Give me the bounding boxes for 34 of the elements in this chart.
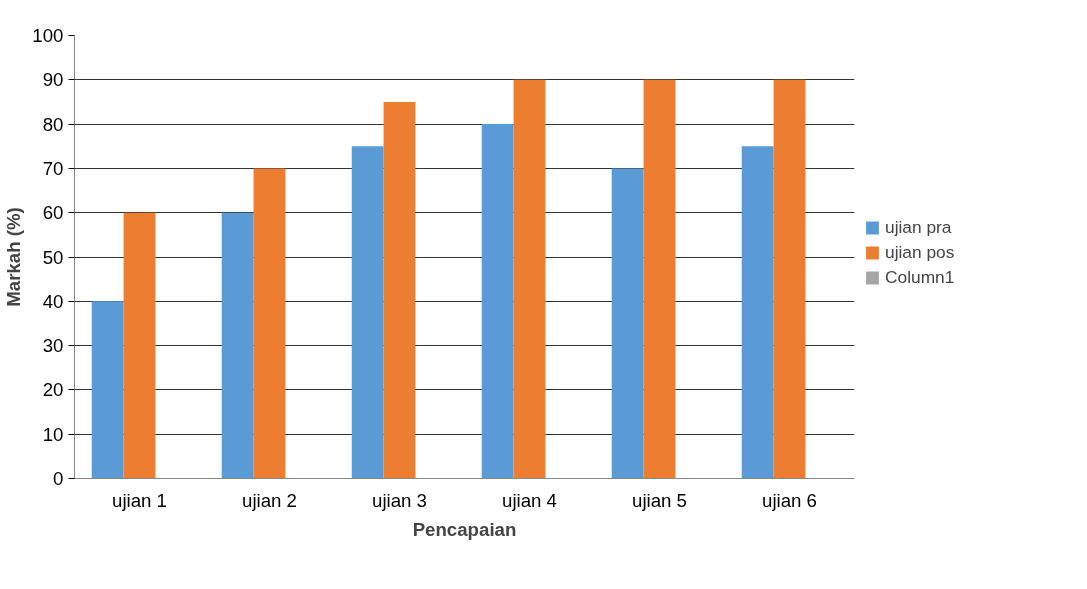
y-tick-label: 80 xyxy=(42,113,64,135)
bar xyxy=(383,101,416,479)
y-tick-label: 10 xyxy=(42,423,64,445)
x-tick-label: ujian 6 xyxy=(762,489,817,511)
bar xyxy=(773,79,806,479)
x-tick-label: ujian 4 xyxy=(502,489,557,511)
y-tick-label: 40 xyxy=(42,290,64,312)
x-axis-title: Pencapaian xyxy=(412,518,517,540)
bar xyxy=(611,168,644,479)
x-tick-label: ujian 3 xyxy=(372,489,427,511)
y-tick-label: 100 xyxy=(32,25,64,46)
bar xyxy=(481,124,514,479)
y-tick-label: 30 xyxy=(42,335,64,357)
y-tick-label: 90 xyxy=(42,69,64,91)
bar xyxy=(643,79,676,479)
x-tick-label: ujian 5 xyxy=(632,489,687,511)
bar xyxy=(91,301,124,479)
x-tick-label: ujian 2 xyxy=(242,489,297,511)
y-tick-label: 20 xyxy=(42,379,64,401)
y-axis-title: Markah (%) xyxy=(3,207,25,307)
bar xyxy=(221,212,254,479)
legend-label: Column1 xyxy=(885,266,955,288)
y-tick-label: 0 xyxy=(53,468,64,489)
bar xyxy=(123,212,156,479)
bar xyxy=(513,79,546,479)
y-tick-label: 70 xyxy=(42,157,64,179)
bar xyxy=(741,146,774,479)
x-tick-label: ujian 1 xyxy=(112,489,167,511)
y-tick-label: 60 xyxy=(42,202,64,224)
legend-label: ujian pra xyxy=(885,216,952,238)
bar xyxy=(253,168,286,479)
legend-label: ujian pos xyxy=(885,241,955,263)
y-tick-label: 50 xyxy=(42,246,64,268)
bar xyxy=(351,146,384,479)
